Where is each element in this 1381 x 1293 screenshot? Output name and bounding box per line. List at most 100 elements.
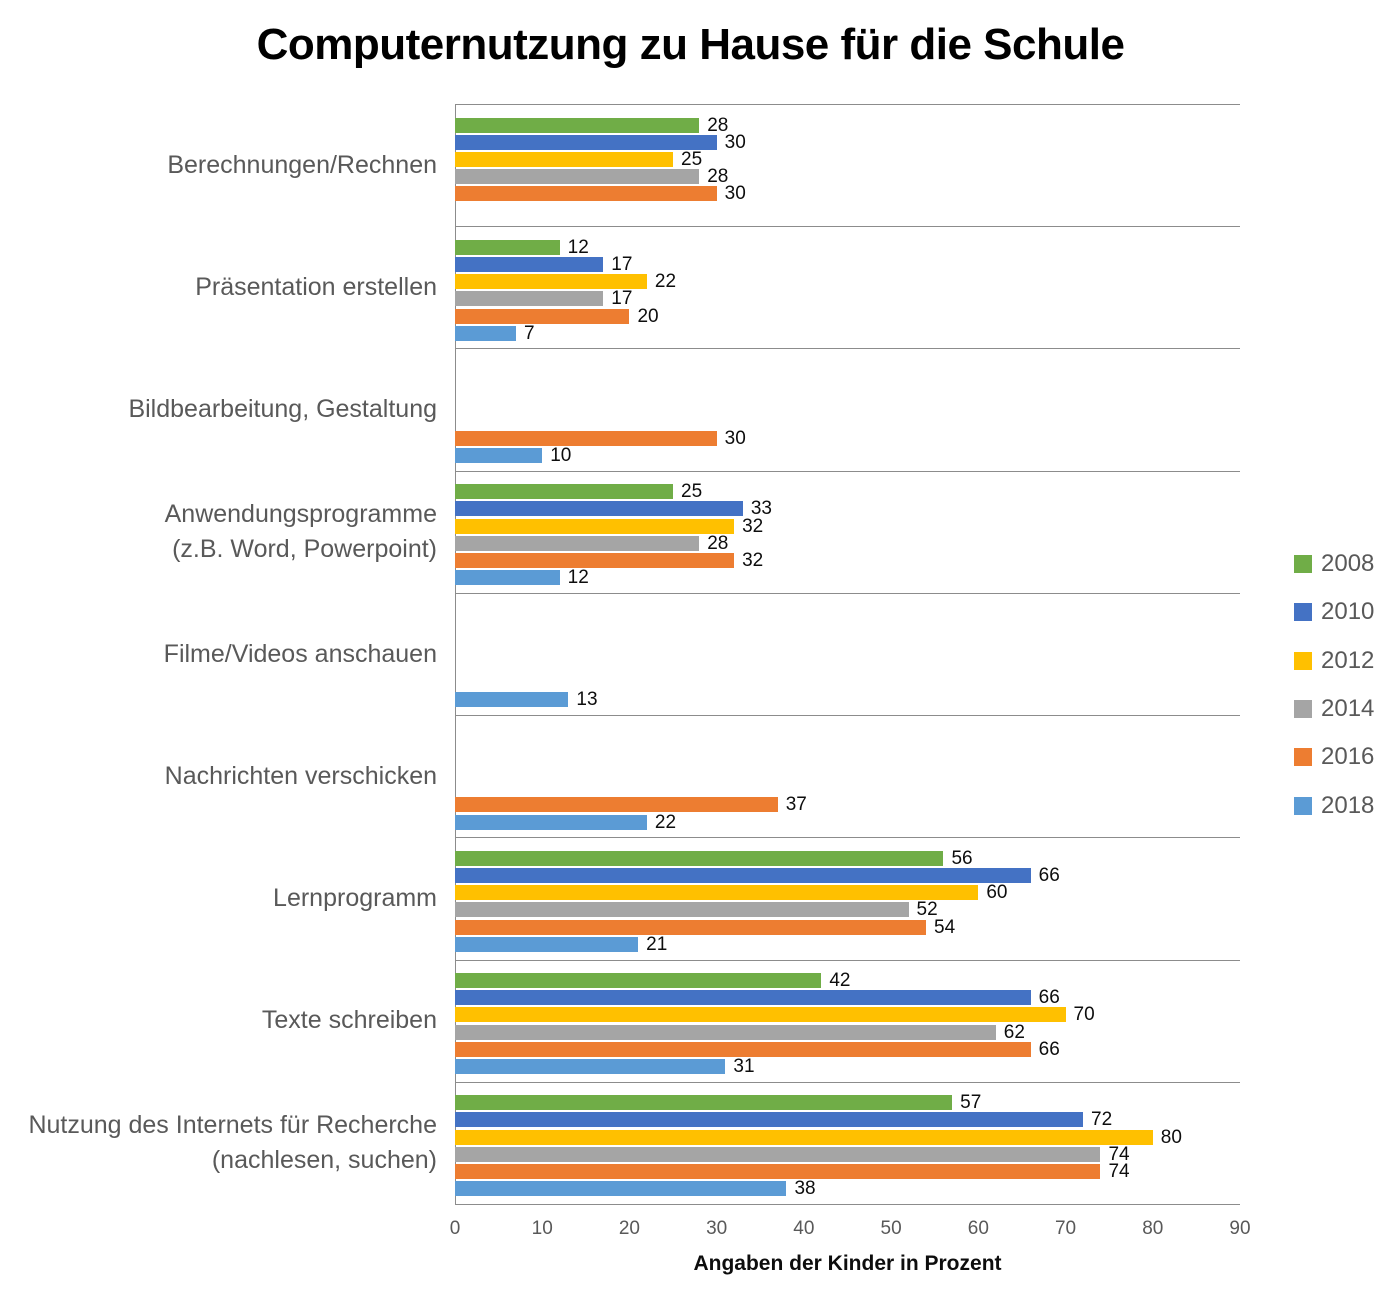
legend-item-2010: 2010: [1294, 588, 1374, 636]
category-divider-line: [455, 837, 1240, 839]
bar-value-label: 7: [524, 322, 535, 344]
bar-2014-series: [455, 535, 700, 551]
bar-value-label: 72: [1091, 1109, 1113, 1131]
bar-2014-series: [455, 1024, 996, 1040]
bar-value-label: 56: [951, 847, 973, 869]
bar-2012-series: [455, 885, 979, 901]
bar-2010-series: [455, 1112, 1083, 1128]
legend-swatch-icon: [1294, 555, 1312, 574]
bar-2016-series: [455, 797, 778, 813]
bar-value-label: 12: [567, 567, 589, 589]
bar-2010-series: [455, 868, 1031, 884]
bar-value-label: 17: [611, 253, 633, 275]
bar-2012-series: [455, 274, 647, 290]
bar-2014-series: [455, 291, 604, 307]
bar-2008-series: [455, 850, 944, 866]
bar-value-label: 74: [1108, 1143, 1130, 1165]
bar-value-label: 17: [611, 288, 633, 310]
bar-value-label: 70: [1073, 1004, 1095, 1026]
x-axis-tick-label: 0: [449, 1218, 461, 1239]
category-label: Nachrichten verschicken: [164, 761, 437, 790]
bar-2012-series: [455, 518, 735, 534]
x-axis-tick-label: 80: [1142, 1218, 1164, 1239]
category-label: Anwendungsprogramme (z.B. Word, Powerpoi…: [164, 500, 437, 563]
category-divider-line: [455, 470, 1240, 472]
bar-2012-series: [455, 1129, 1153, 1145]
x-axis-tick-label: 50: [880, 1218, 902, 1239]
bar-2018-series: [455, 1059, 726, 1075]
bar-value-label: 28: [707, 114, 729, 136]
bar-value-label: 52: [916, 899, 938, 921]
legend-label: 2008: [1321, 550, 1375, 578]
bar-2016-series: [455, 919, 926, 935]
bar-value-label: 38: [794, 1178, 816, 1200]
bar-2018-series: [455, 570, 560, 586]
bar-2018-series: [455, 325, 517, 341]
chart-title: Computernutzung zu Hause für die Schule: [256, 20, 1125, 69]
bar-2008-series: [455, 973, 822, 989]
legend-label: 2018: [1321, 791, 1375, 819]
x-axis-title: Angaben der Kinder in Prozent: [693, 1252, 1002, 1275]
legend-item-2016: 2016: [1294, 733, 1374, 781]
bar-value-label: 37: [785, 794, 807, 816]
x-axis-tick-label: 20: [618, 1218, 641, 1239]
bar-value-label: 42: [829, 970, 851, 992]
bar-value-label: 33: [750, 498, 772, 520]
bar-2010-series: [455, 501, 743, 517]
legend-swatch-icon: [1294, 748, 1312, 767]
bar-value-label: 25: [681, 481, 703, 503]
bar-value-label: 60: [986, 882, 1008, 904]
bar-2014-series: [455, 169, 700, 185]
bar-value-label: 62: [1003, 1021, 1025, 1043]
bar-2018-series: [455, 814, 647, 830]
x-axis-line: [455, 1204, 1240, 1205]
bar-2008-series: [455, 117, 700, 133]
category-label: Berechnungen/Rechnen: [167, 150, 437, 179]
bar-2012-series: [455, 1007, 1066, 1023]
bar-2016-series: [455, 1164, 1101, 1180]
bar-2018-series: [455, 1181, 787, 1197]
bar-value-label: 30: [724, 183, 746, 205]
bar-value-label: 80: [1160, 1126, 1182, 1148]
bar-2016-series: [455, 430, 717, 446]
bar-value-label: 21: [646, 933, 668, 955]
bar-value-label: 20: [637, 305, 659, 327]
legend-label: 2016: [1321, 743, 1375, 771]
legend-item-2008: 2008: [1294, 540, 1374, 588]
x-axis-tick-label: 60: [967, 1218, 989, 1239]
bar-2016-series: [455, 552, 735, 568]
x-axis-tick-label: 30: [706, 1218, 728, 1239]
bar-value-label: 66: [1038, 987, 1060, 1009]
legend-item-2014: 2014: [1294, 685, 1374, 733]
bar-value-label: 66: [1038, 1038, 1060, 1060]
bar-value-label: 30: [724, 427, 746, 449]
bar-2018-series: [455, 692, 569, 708]
bar-value-label: 28: [707, 166, 729, 188]
legend-label: 2012: [1321, 646, 1375, 674]
category-divider-line: [455, 715, 1240, 717]
category-divider-line: [455, 592, 1240, 594]
legend: 2008 2010 2012 2014 2016 2018: [1294, 540, 1374, 830]
y-axis-line: [455, 104, 456, 1204]
bar-value-label: 32: [742, 515, 764, 537]
bar-value-label: 54: [934, 916, 956, 938]
bar-value-label: 31: [733, 1056, 755, 1078]
legend-swatch-icon: [1294, 796, 1312, 815]
category-label: Lernprogramm: [273, 884, 437, 913]
bar-2016-series: [455, 186, 717, 202]
bar-2010-series: [455, 990, 1031, 1006]
bar-2010-series: [455, 256, 604, 272]
legend-label: 2014: [1321, 695, 1375, 723]
bar-value-label: 25: [681, 148, 703, 170]
legend-swatch-icon: [1294, 603, 1312, 622]
legend-swatch-icon: [1294, 700, 1312, 719]
x-axis-tick-label: 10: [531, 1218, 553, 1239]
x-axis-tick-label: 40: [793, 1218, 815, 1239]
bar-value-label: 10: [550, 444, 572, 466]
bar-2014-series: [455, 902, 909, 918]
bar-value-label: 13: [576, 689, 598, 711]
bar-value-label: 30: [724, 131, 746, 153]
category-divider-line: [455, 959, 1240, 961]
